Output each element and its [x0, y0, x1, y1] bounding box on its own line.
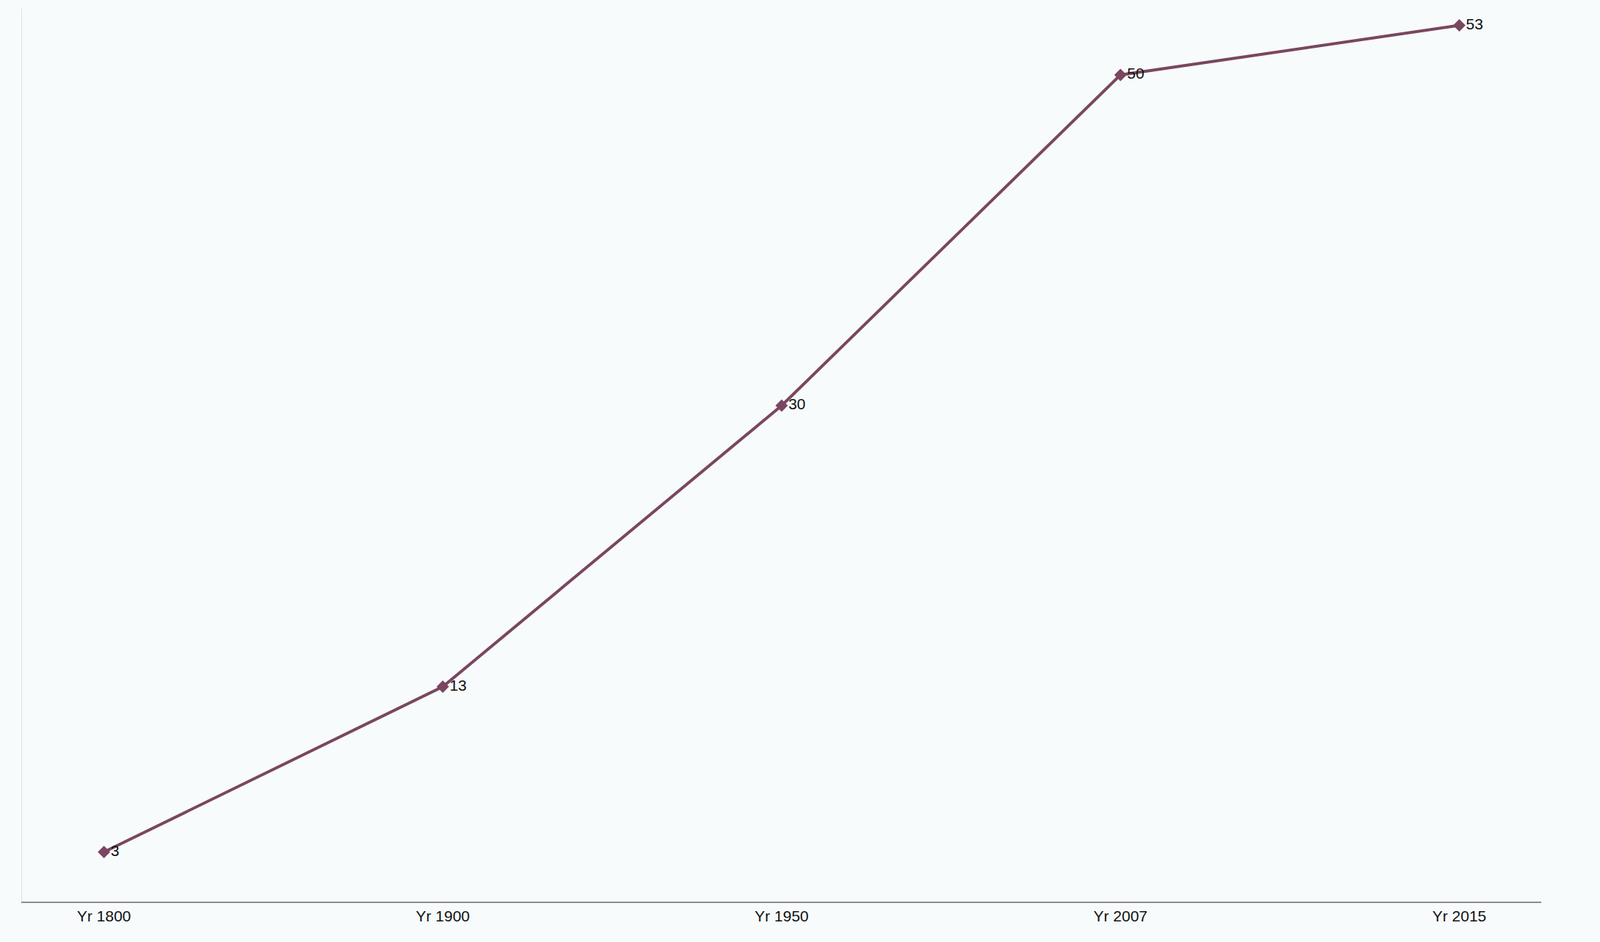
- svg-text:3: 3: [110, 841, 120, 859]
- svg-text:13: 13: [449, 676, 467, 694]
- svg-text:30: 30: [788, 395, 806, 413]
- svg-text:Yr 1900: Yr 1900: [415, 907, 471, 925]
- svg-text:Yr 2015: Yr 2015: [1432, 907, 1487, 925]
- svg-text:Yr 1800: Yr 1800: [77, 907, 132, 925]
- svg-text:53: 53: [1466, 15, 1484, 33]
- svg-text:Yr 1950: Yr 1950: [754, 907, 809, 925]
- svg-text:Yr 2007: Yr 2007: [1093, 907, 1148, 925]
- svg-text:50: 50: [1126, 64, 1144, 82]
